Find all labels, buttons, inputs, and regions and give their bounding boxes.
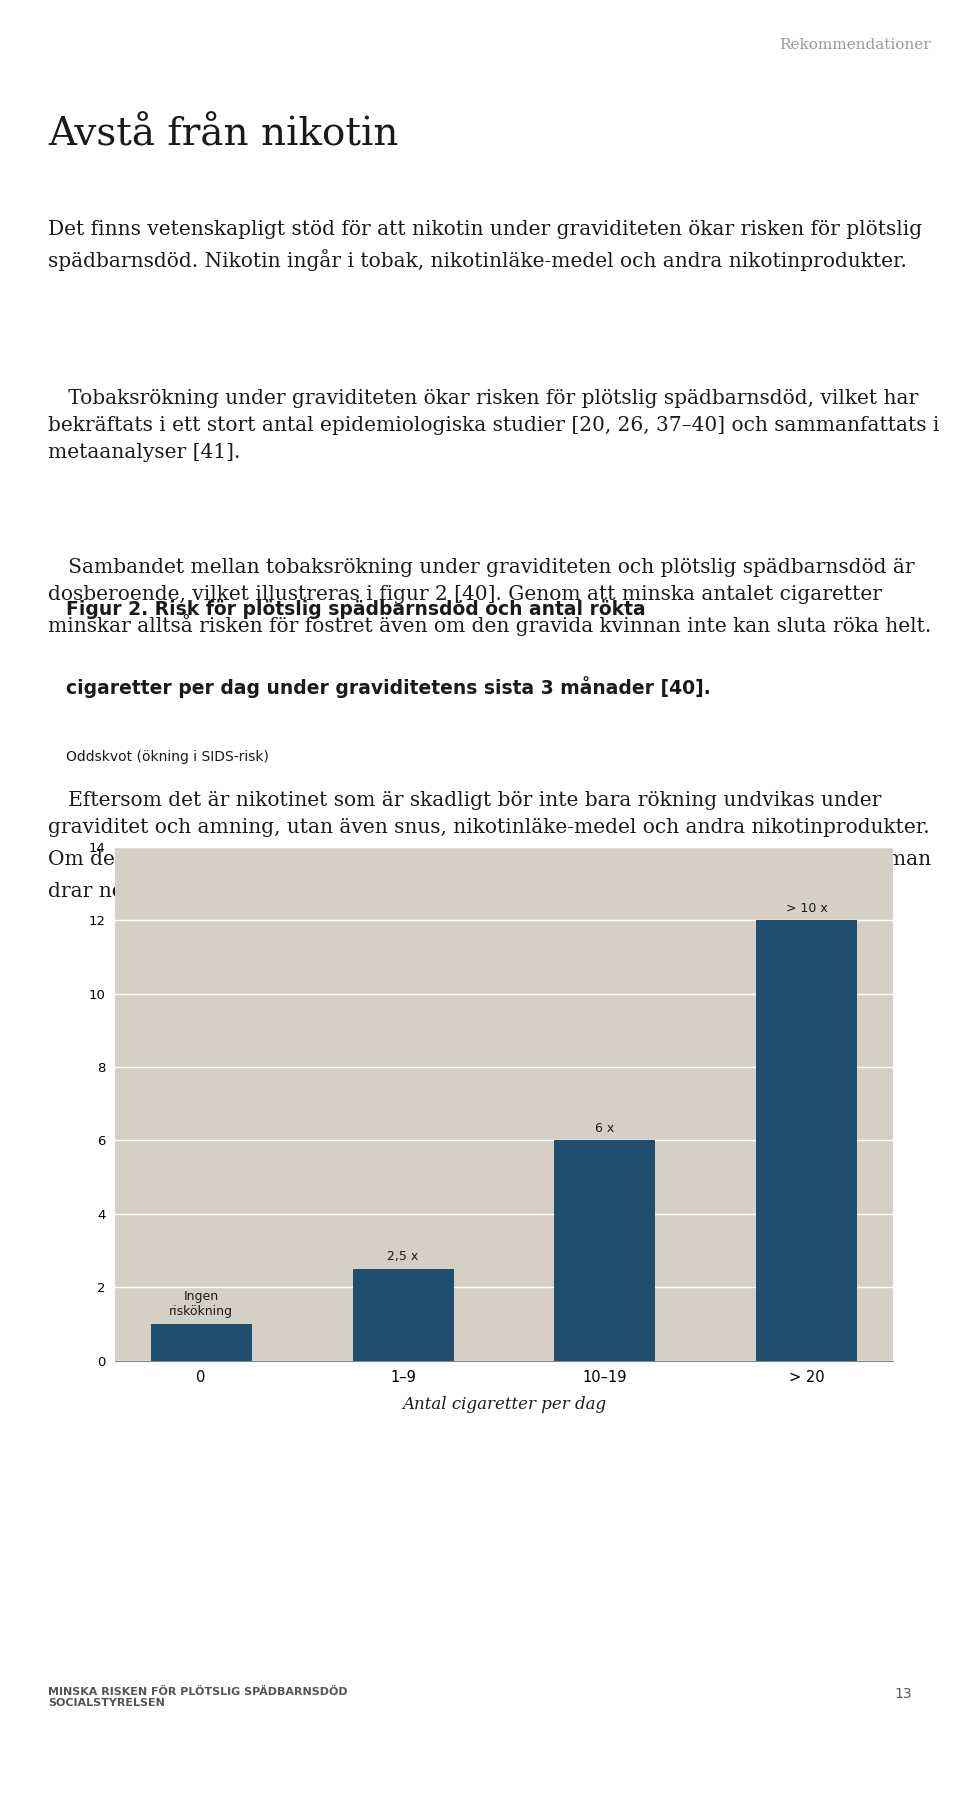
Text: Eftersom det är nikotinet som är skadligt bör inte bara rökning undvikas under g: Eftersom det är nikotinet som är skadlig… <box>48 791 931 901</box>
Text: 2,5 x: 2,5 x <box>388 1251 419 1263</box>
Bar <box>352 1269 453 1361</box>
Text: Oddskvot (ökning i SIDS-risk): Oddskvot (ökning i SIDS-risk) <box>66 750 269 764</box>
Text: Rekommendationer: Rekommendationer <box>780 38 931 52</box>
Text: > 10 x: > 10 x <box>786 901 828 915</box>
Bar <box>151 1324 252 1361</box>
Text: Ingen
riskökning: Ingen riskökning <box>169 1290 233 1319</box>
Text: Avstå från nikotin: Avstå från nikotin <box>48 117 398 153</box>
Text: Det finns vetenskapligt stöd för att nikotin under graviditeten ökar risken för : Det finns vetenskapligt stöd för att nik… <box>48 220 923 270</box>
Bar <box>756 921 857 1361</box>
Text: 6 x: 6 x <box>595 1123 614 1135</box>
Text: Tobaksrökning under graviditeten ökar risken för plötslig spädbarnsdöd, vilket h: Tobaksrökning under graviditeten ökar ri… <box>48 389 940 463</box>
Text: Sambandet mellan tobaksrökning under graviditeten och plötslig spädbarnsdöd är d: Sambandet mellan tobaksrökning under gra… <box>48 557 931 636</box>
Bar <box>555 1141 656 1361</box>
Text: 13: 13 <box>895 1687 912 1701</box>
Text: Figur 2. Risk för plötslig spädbarnsdöd och antal rökta: Figur 2. Risk för plötslig spädbarnsdöd … <box>66 600 646 618</box>
Text: cigaretter per dag under graviditetens sista 3 månader [40].: cigaretter per dag under graviditetens s… <box>66 676 711 697</box>
X-axis label: Antal cigaretter per dag: Antal cigaretter per dag <box>402 1397 606 1413</box>
Text: MINSKA RISKEN FÖR PLÖTSLIG SPÄDBARNSDÖD
SOCIALSTYRELSEN: MINSKA RISKEN FÖR PLÖTSLIG SPÄDBARNSDÖD … <box>48 1687 348 1708</box>
